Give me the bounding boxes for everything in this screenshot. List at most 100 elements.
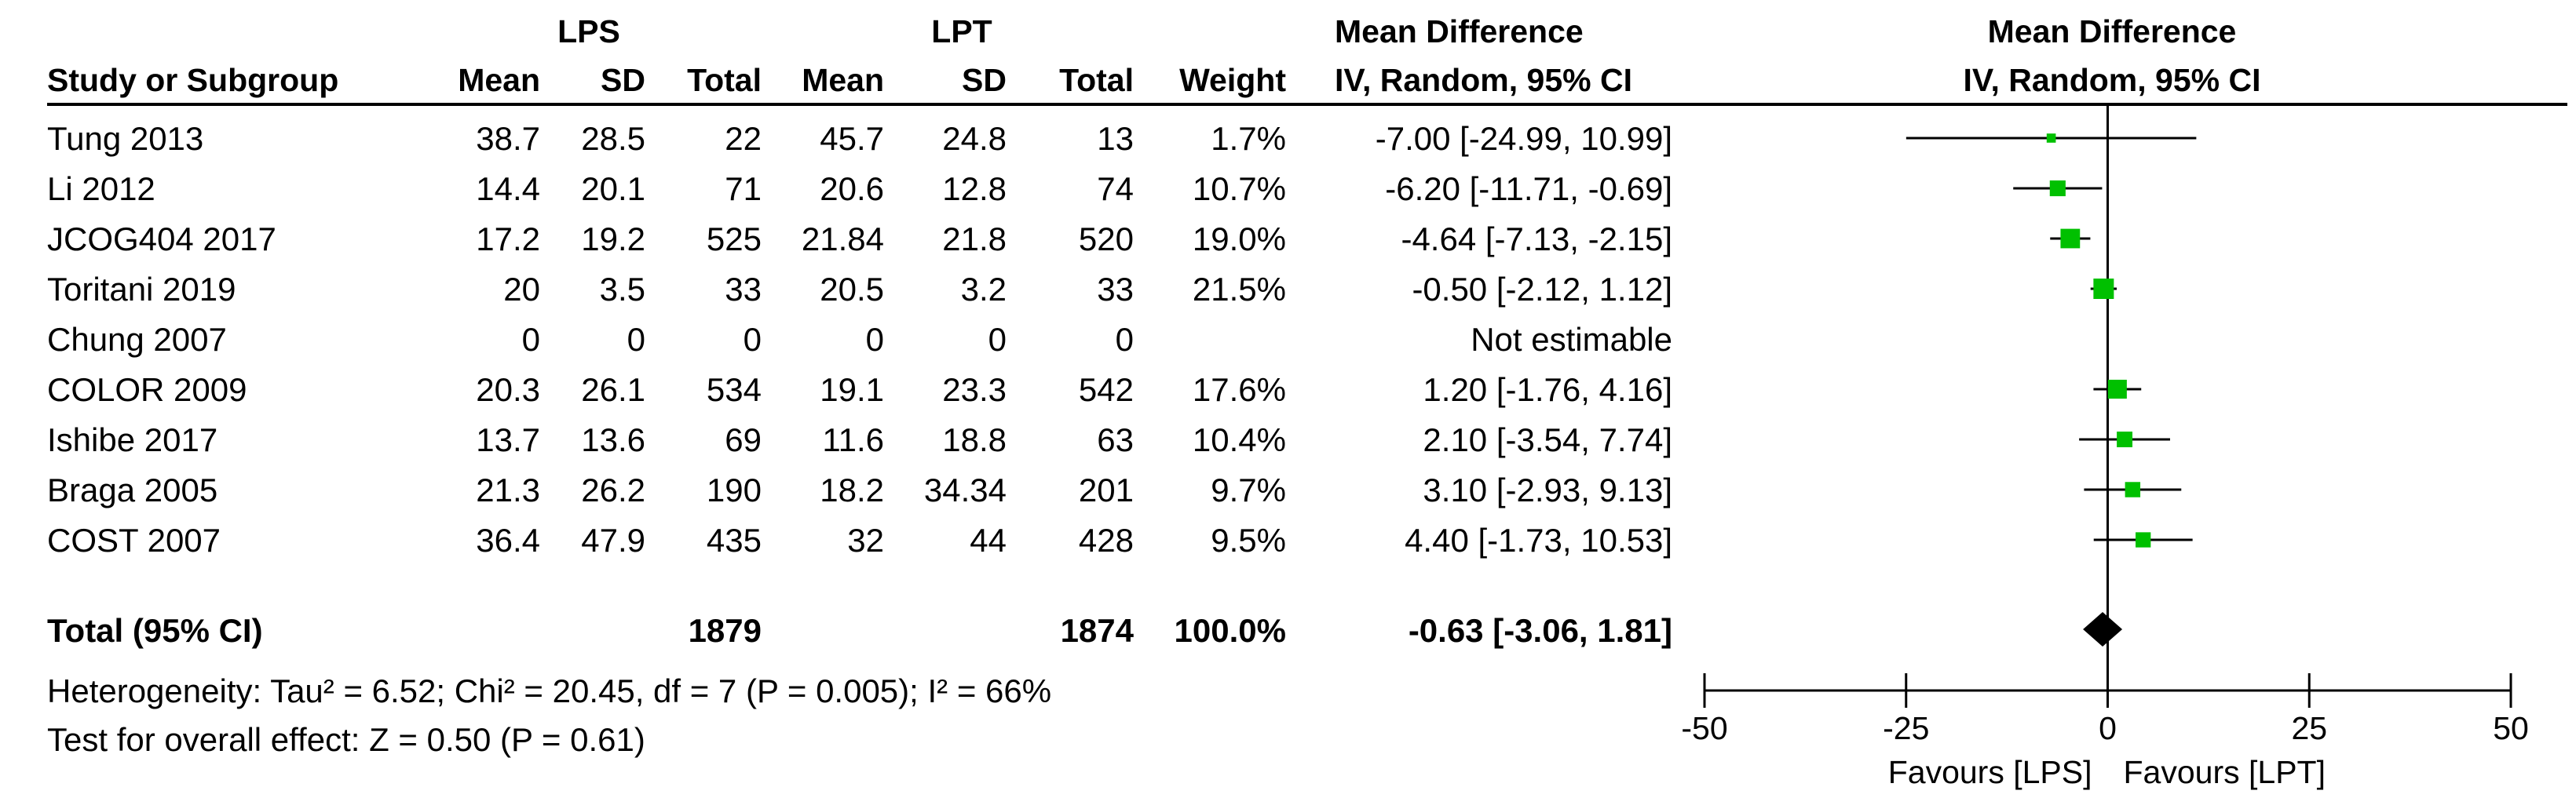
tick-label: 0 [2099, 710, 2117, 746]
plot-method: IV, Random, 95% CI [1963, 62, 2261, 98]
lpt-mean: 20.6 [820, 170, 884, 207]
pooled-diamond [2083, 612, 2123, 647]
mean-difference-ci: -4.64 [-7.13, -2.15] [1401, 220, 1672, 257]
lpt-total: 201 [1078, 472, 1134, 508]
lpt-total: 13 [1097, 120, 1134, 157]
mean-difference-ci: -7.00 [-24.99, 10.99] [1375, 120, 1672, 157]
total-n2: 1874 [1060, 612, 1134, 649]
mean1-header: Mean [458, 62, 540, 98]
lps-sd: 26.2 [581, 472, 645, 508]
sd1-header: SD [601, 62, 645, 98]
plot-title: Mean Difference [1987, 13, 2237, 49]
lps-total: 435 [706, 522, 762, 559]
tick-label: -25 [1883, 710, 1929, 746]
mean-difference-ci: 4.40 [-1.73, 10.53] [1405, 522, 1672, 559]
point-marker [2117, 432, 2133, 447]
lps-mean: 38.7 [476, 120, 540, 157]
lpt-total: 33 [1097, 271, 1134, 308]
point-marker [2049, 180, 2066, 197]
lps-total: 525 [706, 220, 762, 257]
weight-value: 9.5% [1211, 522, 1286, 559]
favours-left-label: Favours [LPS] [1888, 754, 2092, 790]
lpt-sd: 24.8 [942, 120, 1007, 157]
lps-sd: 20.1 [581, 170, 645, 207]
mean-difference-ci: Not estimable [1471, 321, 1672, 358]
point-marker [2093, 279, 2114, 299]
lps-mean: 36.4 [476, 522, 540, 559]
header-rule [47, 103, 2567, 106]
lps-mean: 21.3 [476, 472, 540, 508]
lpt-mean: 21.84 [801, 220, 884, 257]
point-marker [2060, 228, 2081, 249]
lps-mean: 17.2 [476, 220, 540, 257]
tick-label: -50 [1681, 710, 1727, 746]
lpt-total: 428 [1078, 522, 1134, 559]
lpt-sd: 23.3 [942, 371, 1007, 408]
mean-difference-ci: 1.20 [-1.76, 4.16] [1423, 371, 1672, 408]
tick-label: 25 [2291, 710, 2327, 746]
lps-total: 534 [706, 371, 762, 408]
lpt-mean: 0 [865, 321, 884, 358]
weight-value: 9.7% [1211, 472, 1286, 508]
lpt-mean: 20.5 [820, 271, 884, 308]
lps-sd: 19.2 [581, 220, 645, 257]
total2-header: Total [1059, 62, 1134, 98]
study-name: JCOG404 2017 [47, 220, 276, 257]
lps-total: 0 [743, 321, 762, 358]
lps-mean: 20.3 [476, 371, 540, 408]
weight-value: 17.6% [1192, 371, 1286, 408]
lpt-mean: 19.1 [820, 371, 884, 408]
tick-label: 50 [2493, 710, 2529, 746]
mean-difference-ci: 3.10 [-2.93, 9.13] [1423, 472, 1672, 508]
lps-sd: 47.9 [581, 522, 645, 559]
lps-sd: 3.5 [599, 271, 645, 308]
mean2-header: Mean [802, 62, 884, 98]
study-name: Chung 2007 [47, 321, 227, 358]
lpt-total: 542 [1078, 371, 1134, 408]
point-marker [2125, 482, 2141, 497]
lps-sd: 26.1 [581, 371, 645, 408]
lps-sd: 28.5 [581, 120, 645, 157]
lps-mean: 14.4 [476, 170, 540, 207]
lpt-mean: 45.7 [820, 120, 884, 157]
group1-header: LPS [557, 13, 620, 49]
effect-title: Mean Difference [1335, 13, 1584, 49]
group2-header: LPT [931, 13, 992, 49]
point-marker [2107, 379, 2127, 399]
lps-mean: 13.7 [476, 421, 540, 458]
heterogeneity-text: Heterogeneity: Tau² = 6.52; Chi² = 20.45… [47, 672, 1052, 709]
study-name: Braga 2005 [47, 472, 218, 508]
lpt-mean: 18.2 [820, 472, 884, 508]
lps-total: 69 [725, 421, 762, 458]
weight-value: 10.4% [1192, 421, 1286, 458]
lpt-sd: 21.8 [942, 220, 1007, 257]
lpt-total: 74 [1097, 170, 1134, 207]
total-ci: -0.63 [-3.06, 1.81] [1408, 612, 1672, 649]
weight-value: 10.7% [1192, 170, 1286, 207]
effect-method: IV, Random, 95% CI [1335, 62, 1632, 98]
study-name: COST 2007 [47, 522, 221, 559]
lps-mean: 0 [521, 321, 540, 358]
lpt-total: 0 [1115, 321, 1134, 358]
point-marker [2046, 133, 2056, 143]
study-name: Tung 2013 [47, 120, 204, 157]
favours-right-label: Favours [LPT] [2124, 754, 2326, 790]
total-weight: 100.0% [1174, 612, 1286, 649]
weight-value: 19.0% [1192, 220, 1286, 257]
lpt-mean: 32 [847, 522, 884, 559]
lps-sd: 0 [627, 321, 645, 358]
lpt-sd: 12.8 [942, 170, 1007, 207]
lpt-sd: 44 [970, 522, 1007, 559]
lpt-total: 520 [1078, 220, 1134, 257]
lpt-total: 63 [1097, 421, 1134, 458]
weight-header: Weight [1179, 62, 1286, 98]
sd2-header: SD [962, 62, 1007, 98]
study-name: Toritani 2019 [47, 271, 236, 308]
lps-total: 33 [725, 271, 762, 308]
study-name: Ishibe 2017 [47, 421, 218, 458]
study-name: Li 2012 [47, 170, 155, 207]
mean-difference-ci: -0.50 [-2.12, 1.12] [1412, 271, 1672, 308]
lpt-sd: 0 [988, 321, 1007, 358]
point-marker [2136, 532, 2151, 548]
lps-total: 190 [706, 472, 762, 508]
